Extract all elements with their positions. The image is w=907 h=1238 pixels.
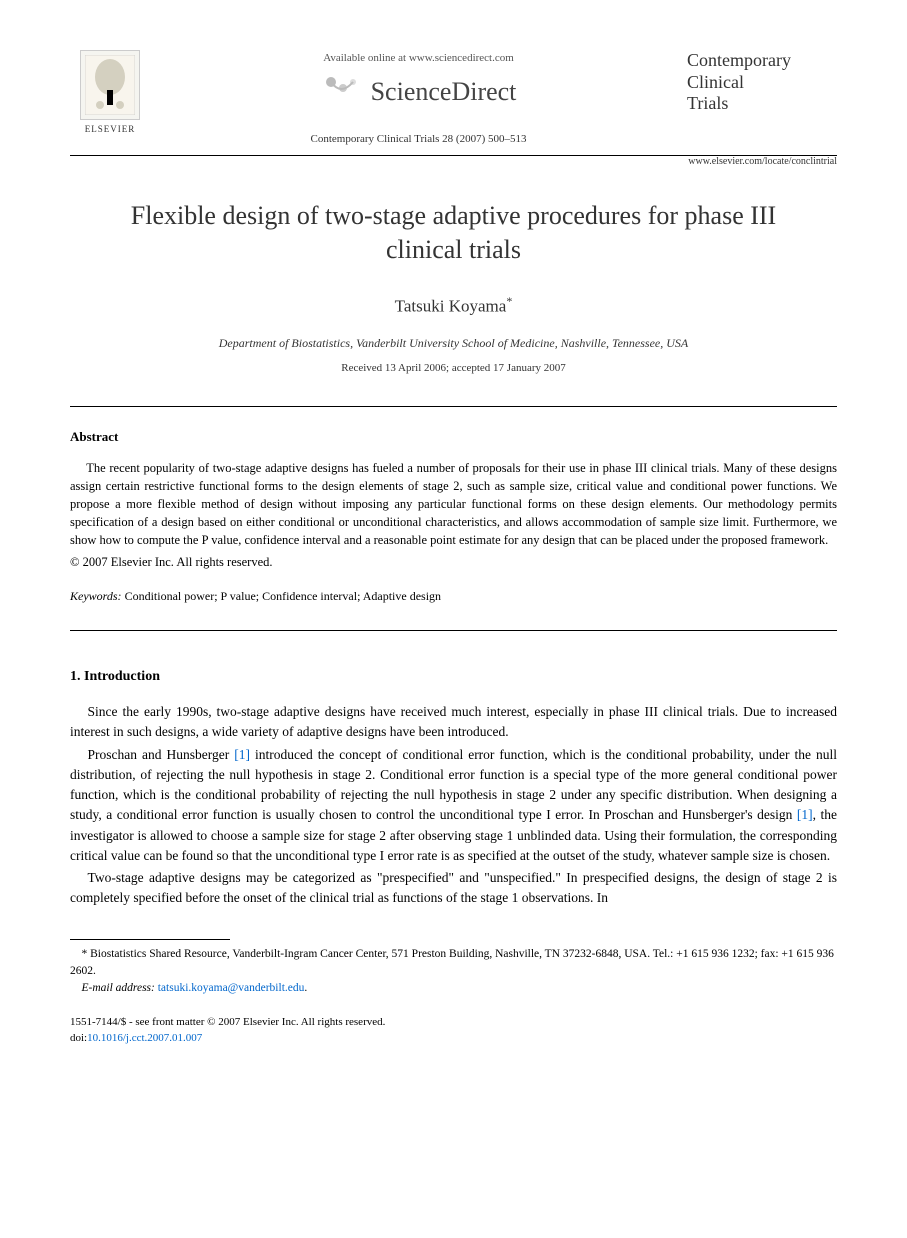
journal-name-line3: Trials xyxy=(687,93,837,115)
journal-url: www.elsevier.com/locate/conclintrial xyxy=(70,154,837,169)
abstract-heading: Abstract xyxy=(70,427,837,447)
center-header-block: Available online at www.sciencedirect.co… xyxy=(150,50,687,147)
intro-para-2: Proschan and Hunsberger [1] introduced t… xyxy=(70,745,837,867)
author-email-link[interactable]: tatsuki.koyama@vanderbilt.edu xyxy=(158,982,305,994)
doi-line: doi:10.1016/j.cct.2007.01.007 xyxy=(70,1031,837,1046)
author-text: Tatsuki Koyama xyxy=(395,296,507,315)
doi-label: doi: xyxy=(70,1032,87,1044)
journal-name-line1: Contemporary xyxy=(687,50,837,72)
citation-line: Contemporary Clinical Trials 28 (2007) 5… xyxy=(310,131,526,148)
keywords-text: Conditional power; P value; Confidence i… xyxy=(122,589,442,603)
footnote-email-line: E-mail address: tatsuki.koyama@vanderbil… xyxy=(70,980,837,997)
citation-link-2[interactable]: [1] xyxy=(797,807,813,822)
intro-para-3: Two-stage adaptive designs may be catego… xyxy=(70,868,837,909)
keywords-line: Keywords: Conditional power; P value; Co… xyxy=(70,587,837,605)
publisher-label: ELSEVIER xyxy=(85,123,136,137)
page-container: ELSEVIER Available online at www.science… xyxy=(0,0,907,1086)
affiliation: Department of Biostatistics, Vanderbilt … xyxy=(70,334,837,352)
para2-text-a: Proschan and Hunsberger xyxy=(88,747,235,762)
copyright-line: © 2007 Elsevier Inc. All rights reserved… xyxy=(70,553,837,572)
article-dates: Received 13 April 2006; accepted 17 Janu… xyxy=(70,360,837,377)
issn-line: 1551-7144/$ - see front matter © 2007 El… xyxy=(70,1015,837,1030)
sciencedirect-swirl-icon xyxy=(321,72,361,111)
author-name: Tatsuki Koyama* xyxy=(70,292,837,319)
doi-link[interactable]: 10.1016/j.cct.2007.01.007 xyxy=(87,1032,202,1044)
header-row: ELSEVIER Available online at www.science… xyxy=(70,50,837,147)
author-marker: * xyxy=(506,294,512,308)
journal-name-line2: Clinical xyxy=(687,72,837,94)
corresponding-footnote: * Biostatistics Shared Resource, Vanderb… xyxy=(70,946,837,981)
sciencedirect-logo: ScienceDirect xyxy=(321,72,517,111)
keywords-label: Keywords: xyxy=(70,589,122,603)
footnote-rule xyxy=(70,939,230,940)
available-online-text: Available online at www.sciencedirect.co… xyxy=(323,50,514,67)
email-label: E-mail address: xyxy=(82,982,155,994)
publisher-block: ELSEVIER xyxy=(70,50,150,137)
abstract-bottom-rule xyxy=(70,630,837,631)
citation-link-1[interactable]: [1] xyxy=(234,747,250,762)
footer-block: 1551-7144/$ - see front matter © 2007 El… xyxy=(70,1015,837,1046)
article-title: Flexible design of two-stage adaptive pr… xyxy=(110,199,797,267)
section-1-heading: 1. Introduction xyxy=(70,666,837,687)
footnote-text: Biostatistics Shared Resource, Vanderbil… xyxy=(70,948,834,977)
abstract-top-rule xyxy=(70,406,837,407)
elsevier-tree-icon xyxy=(80,50,140,120)
abstract-body: The recent popularity of two-stage adapt… xyxy=(70,459,837,550)
journal-name-block: Contemporary Clinical Trials xyxy=(687,50,837,115)
sciencedirect-text: ScienceDirect xyxy=(371,72,517,111)
intro-para-1: Since the early 1990s, two-stage adaptiv… xyxy=(70,702,837,743)
